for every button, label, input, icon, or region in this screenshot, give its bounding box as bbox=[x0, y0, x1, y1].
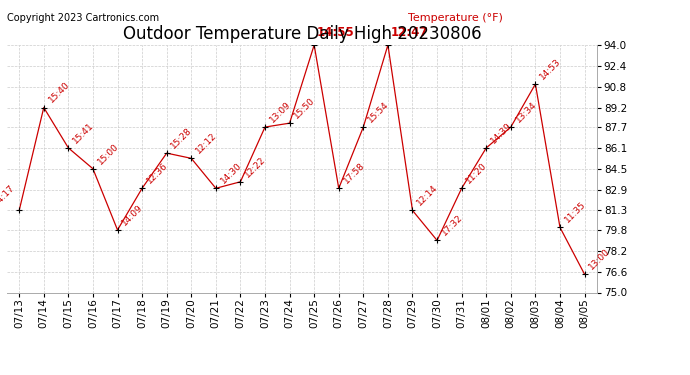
Text: 14:30: 14:30 bbox=[219, 161, 243, 186]
Text: 13:00: 13:00 bbox=[587, 247, 612, 272]
Text: Temperature (°F): Temperature (°F) bbox=[408, 13, 503, 23]
Text: 15:50: 15:50 bbox=[293, 96, 317, 120]
Text: 13:34: 13:34 bbox=[513, 100, 538, 124]
Text: 12:47: 12:47 bbox=[391, 27, 428, 39]
Text: 11:35: 11:35 bbox=[563, 200, 587, 225]
Text: 14:17: 14:17 bbox=[0, 183, 17, 208]
Title: Outdoor Temperature Daily High 20230806: Outdoor Temperature Daily High 20230806 bbox=[123, 26, 481, 44]
Text: 15:00: 15:00 bbox=[96, 141, 120, 166]
Text: 13:09: 13:09 bbox=[268, 100, 293, 124]
Text: 12:12: 12:12 bbox=[194, 131, 219, 156]
Text: 14:39: 14:39 bbox=[489, 120, 513, 145]
Text: 15:28: 15:28 bbox=[170, 126, 194, 150]
Text: 12:22: 12:22 bbox=[243, 154, 268, 179]
Text: Copyright 2023 Cartronics.com: Copyright 2023 Cartronics.com bbox=[7, 13, 159, 23]
Text: 14:53: 14:53 bbox=[538, 57, 563, 81]
Text: 17:58: 17:58 bbox=[342, 161, 366, 186]
Text: 11:20: 11:20 bbox=[464, 161, 489, 186]
Text: 15:40: 15:40 bbox=[46, 80, 71, 105]
Text: 12:14: 12:14 bbox=[415, 183, 440, 208]
Text: 14:09: 14:09 bbox=[120, 202, 145, 227]
Text: 15:54: 15:54 bbox=[366, 100, 391, 124]
Text: 15:41: 15:41 bbox=[71, 120, 96, 145]
Text: 14:55: 14:55 bbox=[317, 27, 355, 39]
Text: 12:36: 12:36 bbox=[145, 161, 170, 186]
Text: 17:32: 17:32 bbox=[440, 213, 464, 238]
